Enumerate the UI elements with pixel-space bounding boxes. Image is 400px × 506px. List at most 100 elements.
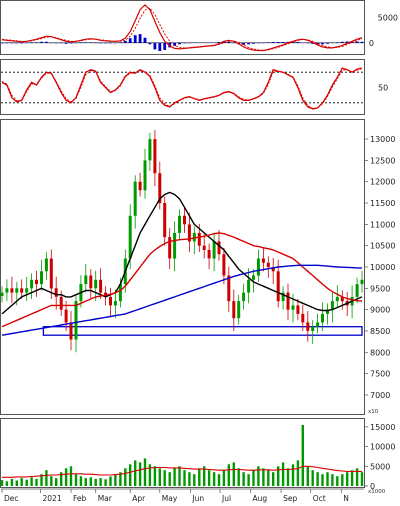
price-candle-body [212, 241, 216, 259]
macd-histogram-bar [340, 41, 344, 43]
month-tick-label: Dec [4, 494, 19, 503]
price-candle-body [69, 322, 73, 340]
stochastic-panel-frame [0, 59, 365, 115]
price-candle-body [94, 279, 98, 289]
price-candle-body [232, 301, 236, 319]
macd-histogram-bar [311, 42, 315, 44]
price-candle-body [84, 275, 88, 284]
price-candle-body [207, 249, 211, 259]
volume-bar [306, 466, 309, 486]
macd-histogram-bar [35, 42, 38, 43]
price-candle-body [148, 139, 152, 161]
price-candle-body [247, 279, 251, 293]
macd-histogram-bar [183, 42, 186, 44]
volume-bar [217, 474, 221, 486]
volume-bar [134, 460, 137, 486]
macd-histogram-bar [242, 42, 245, 45]
volume-bar [50, 476, 53, 486]
stochastic-k-line [1, 67, 363, 110]
volume-bar [40, 474, 43, 486]
volume-panel: 15000 10000 5000 0 x1000 [0, 423, 395, 495]
stochastic-d-line [1, 68, 363, 109]
volume-y-tick-label: 0 [370, 482, 375, 491]
macd-histogram-bar [89, 42, 93, 43]
macd-histogram-bar [173, 42, 176, 46]
volume-bar [227, 464, 230, 486]
macd-histogram-bar [252, 42, 255, 44]
volume-bar [168, 472, 171, 486]
macd-histogram-bar [316, 42, 319, 45]
volume-bar [350, 470, 354, 486]
volume-bar [360, 472, 364, 486]
volume-bar [222, 470, 226, 486]
macd-histogram-bar [64, 42, 68, 44]
price-candle-body [25, 288, 29, 293]
price-candle-body [5, 288, 9, 293]
macd-histogram-bar [138, 34, 142, 43]
price-panel: 13000 12500 12000 11500 11000 10500 10000 9500 9… [0, 130, 395, 415]
macd-histogram-bar [326, 42, 329, 44]
volume-average-line [2, 465, 362, 478]
price-candle-body [168, 237, 172, 259]
price-candle-body [178, 215, 181, 233]
volume-bar [5, 481, 9, 486]
price-candle-body [187, 224, 191, 242]
price-candle-body [192, 232, 196, 242]
volume-bar [336, 476, 339, 486]
price-candle-body [237, 301, 241, 319]
price-candle-body [321, 313, 324, 323]
price-candle-body [335, 296, 339, 302]
volume-bar [183, 470, 186, 486]
macd-histogram-bar [222, 41, 226, 43]
price-candle-body [49, 258, 53, 289]
macd-histogram-bar [79, 42, 83, 43]
month-tick-label: Sep [283, 494, 297, 503]
volume-y-tick-label: 15000 [370, 423, 395, 432]
macd-histogram-bar [345, 41, 349, 43]
volume-bar [45, 470, 48, 486]
volume-bar [55, 478, 58, 486]
volume-bar [267, 470, 270, 486]
price-y-ticks: 13000 12500 12000 11500 11000 10500 10000 9500 9… [364, 135, 395, 400]
price-candle-body [99, 279, 103, 293]
macd-y-tick-0: 0 [369, 39, 374, 48]
volume-bar [346, 472, 349, 486]
volume-bar [212, 472, 216, 486]
price-candle-body [326, 309, 329, 314]
price-candle-body [40, 271, 43, 285]
price-candle-body [143, 160, 147, 191]
price-candle-body [113, 301, 117, 306]
price-candle-body [296, 305, 300, 314]
price-y-tick-label: 10000 [370, 263, 395, 272]
price-candle-body [30, 279, 34, 289]
volume-bar [286, 468, 290, 486]
price-y-tick-label: 12500 [370, 156, 395, 165]
volume-bar [311, 470, 314, 486]
month-tick-label: Aug [253, 494, 268, 503]
volume-bar [74, 474, 78, 486]
macd-histogram-bar [45, 41, 48, 43]
moving-average-black [1, 191, 363, 315]
volume-bar [30, 477, 33, 486]
month-tick-label: Mar [98, 494, 113, 503]
month-tick-label: Feb [73, 494, 87, 503]
volume-bar [301, 424, 304, 486]
price-candle-body [133, 181, 137, 216]
price-candle-body [227, 275, 231, 302]
price-candles [0, 130, 364, 353]
price-candle-body [89, 275, 93, 289]
price-candle-body [44, 258, 48, 272]
price-candle-body [256, 258, 260, 276]
volume-bar [173, 468, 176, 486]
price-candle-body [330, 301, 334, 310]
price-candle-body [316, 322, 320, 327]
month-tick-label: Jun [191, 494, 204, 503]
volume-bar [326, 472, 329, 486]
volume-bar [262, 468, 265, 486]
price-candle-body [173, 232, 177, 259]
volume-bar [237, 468, 240, 486]
volume-bar [79, 476, 83, 486]
volume-bar [193, 474, 196, 486]
